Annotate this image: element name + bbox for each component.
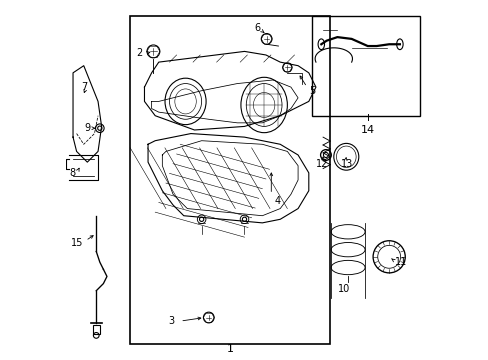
- Text: 15: 15: [71, 238, 83, 248]
- Text: 7: 7: [81, 82, 87, 92]
- Text: 13: 13: [340, 159, 352, 169]
- Bar: [93, 325, 100, 334]
- Text: 9: 9: [84, 123, 90, 133]
- Text: 12: 12: [315, 159, 327, 169]
- Text: 14: 14: [360, 125, 374, 135]
- Text: 2: 2: [136, 48, 142, 58]
- Polygon shape: [148, 134, 308, 223]
- Text: 3: 3: [168, 316, 175, 326]
- Text: 5: 5: [308, 86, 314, 96]
- Bar: [312, 16, 419, 116]
- Text: 4: 4: [274, 197, 281, 206]
- Text: 10: 10: [338, 284, 350, 294]
- Text: 11: 11: [394, 257, 406, 267]
- Bar: [130, 16, 329, 344]
- Text: 1: 1: [226, 344, 233, 354]
- Text: 8: 8: [70, 168, 76, 178]
- Text: 6: 6: [254, 23, 260, 33]
